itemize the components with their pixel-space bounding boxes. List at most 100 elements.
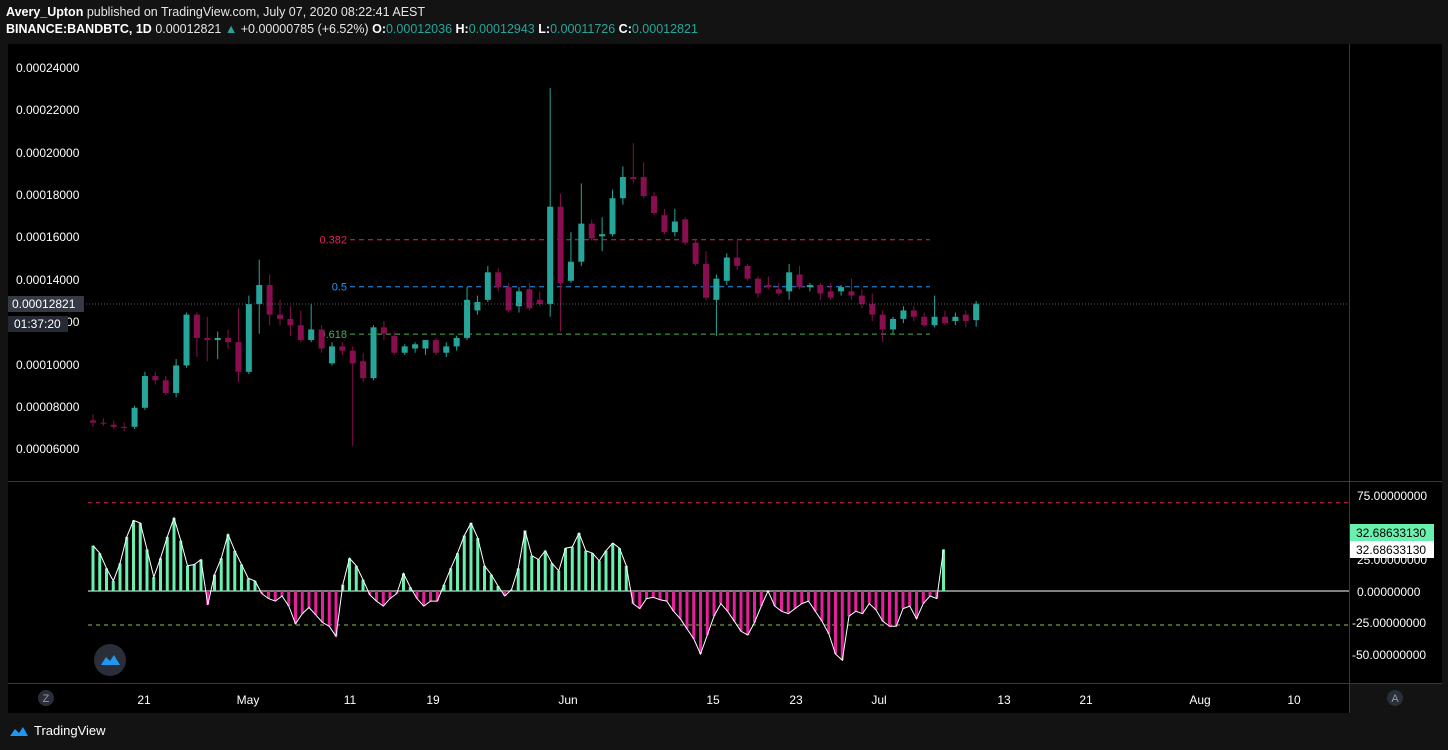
oscillator-bar — [300, 591, 304, 614]
candle-body — [183, 314, 190, 366]
oscillator-scale[interactable] — [1350, 482, 1442, 683]
candle-body — [152, 376, 159, 381]
publish-line: Avery_Upton published on TradingView.com… — [6, 5, 425, 19]
oscillator-bar — [908, 591, 912, 607]
candle-body — [630, 177, 637, 180]
auto-scale-button[interactable]: A — [1387, 690, 1403, 706]
oscillator-bar — [874, 591, 878, 610]
oscillator-bar — [489, 574, 493, 591]
oscillator-bar — [894, 591, 898, 627]
oscillator-bar — [820, 591, 824, 622]
zoom-button-circle[interactable] — [38, 690, 54, 706]
oscillator-bar — [699, 591, 702, 654]
zoom-button[interactable]: Z — [38, 690, 54, 706]
auto-scale-label: A — [1391, 693, 1399, 705]
candle-body — [713, 278, 720, 300]
oscillator-bar — [753, 591, 756, 623]
candle-body — [838, 287, 845, 292]
tradingview-logo[interactable]: TradingView — [8, 723, 106, 738]
oscillator-bar — [564, 548, 567, 591]
oscillator-bar — [854, 591, 858, 612]
oscillator-bar — [530, 555, 534, 591]
oscillator-bar — [321, 591, 324, 623]
oscillator-bar — [361, 579, 365, 591]
oscillator-pane[interactable] — [8, 482, 1349, 683]
price-tick: 0.00022000 — [16, 103, 80, 117]
oscillator-bar — [233, 550, 237, 591]
osc-value-text-1: 32.68633130 — [1356, 526, 1426, 540]
symbol-name[interactable]: BINANCE:BANDBTC, 1D — [6, 22, 152, 36]
candle-body — [651, 196, 658, 214]
candle-body — [297, 325, 304, 341]
candle-body — [495, 272, 502, 288]
chart-canvas[interactable]: 0.382 0.5 0.618 0.00024000 0.00022000 0.00… — [0, 44, 1448, 713]
candle-body — [671, 221, 678, 233]
ohlc-open-key: O: — [372, 22, 386, 36]
oscillator-bar — [881, 591, 885, 622]
oscillator-bar — [348, 558, 351, 591]
candle-body — [287, 318, 294, 326]
candle-body — [453, 337, 460, 347]
candle-body — [682, 219, 689, 243]
oscillator-bar — [91, 545, 95, 591]
oscillator-bar — [145, 549, 149, 591]
oscillator-bar — [138, 522, 142, 591]
oscillator-bar — [105, 568, 108, 591]
time-axis[interactable] — [8, 684, 1349, 713]
badge-circle[interactable] — [94, 644, 126, 676]
candle-body — [162, 380, 169, 393]
candle-body — [256, 285, 263, 305]
oscillator-bar — [739, 591, 743, 632]
candle-body — [401, 346, 408, 353]
time-tick: May — [237, 693, 260, 707]
candle-body — [848, 291, 855, 296]
oscillator-bar — [888, 591, 891, 627]
candle-body — [141, 376, 148, 408]
auto-scale-circle[interactable] — [1387, 690, 1403, 706]
oscillator-bar — [280, 591, 284, 597]
osc-value-label-1 — [1350, 524, 1434, 541]
oscillator-bar — [712, 591, 716, 617]
oscillator-bar — [557, 570, 561, 591]
oscillator-bar — [435, 591, 439, 602]
oscillator-bar — [186, 565, 189, 591]
ohlc-low-key: L: — [538, 22, 551, 36]
oscillator-bar — [213, 574, 216, 591]
fib-level-label: 0.5 — [332, 282, 347, 294]
oscillator-bar — [111, 580, 115, 591]
candle-body — [900, 310, 907, 319]
oscillator-bar — [847, 591, 851, 617]
candle-body — [328, 346, 335, 364]
oscillator-bar — [523, 530, 527, 591]
oscillator-bar — [570, 546, 574, 591]
oscillator-bar — [381, 591, 385, 607]
current-price-text: 0.00012821 — [12, 297, 76, 311]
oscillator-bar — [516, 568, 520, 591]
osc-tick: -50.00000000 — [1352, 648, 1426, 662]
oscillator-bar — [408, 587, 412, 591]
candle-body — [786, 272, 793, 292]
candle-body — [609, 198, 616, 235]
candle-body — [619, 177, 626, 199]
ohlc-low-value: 0.00011726 — [550, 22, 616, 36]
oscillator-bar — [935, 591, 939, 599]
candle-body — [474, 301, 481, 311]
oscillator-bar — [645, 591, 648, 599]
author-name[interactable]: Avery_Upton — [6, 5, 84, 19]
oscillator-bar — [165, 536, 169, 591]
oscillator-bar — [253, 580, 257, 591]
oscillator-bar — [651, 591, 655, 598]
price-scale[interactable] — [1350, 44, 1442, 481]
candle-body — [723, 257, 730, 281]
oscillator-bar — [928, 591, 932, 597]
price-pane[interactable] — [8, 44, 1349, 481]
fibonacci-retracement[interactable]: 0.382 0.5 0.618 — [319, 235, 930, 341]
candle-body — [235, 342, 242, 372]
candle-body — [515, 291, 522, 307]
price-tick: 0.00018000 — [16, 188, 80, 202]
ohlc-close: C:0.00012821 — [619, 22, 698, 36]
candle-body — [931, 316, 938, 326]
tradingview-badge[interactable] — [94, 644, 126, 676]
oscillator-bar — [159, 558, 162, 591]
oscillator-bar — [665, 591, 669, 602]
